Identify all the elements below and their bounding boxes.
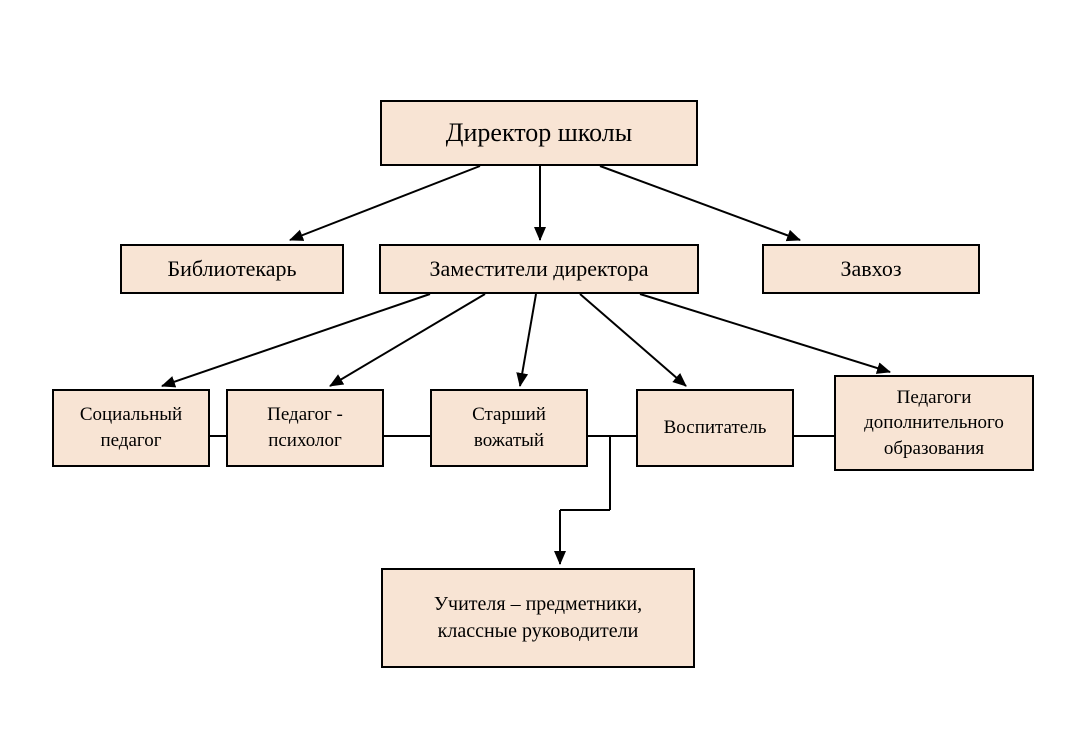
edge-line xyxy=(330,294,485,386)
node-senior-leader: Старший вожатый xyxy=(430,389,588,467)
node-librarian: Библиотекарь xyxy=(120,244,344,294)
node-deputies: Заместители директора xyxy=(379,244,699,294)
node-subject-teachers: Учителя – предметники, классные руководи… xyxy=(381,568,695,668)
node-director: Директор школы xyxy=(380,100,698,166)
node-tutor: Воспитатель xyxy=(636,389,794,467)
edge-line xyxy=(600,166,800,240)
node-manager: Завхоз xyxy=(762,244,980,294)
edge-line xyxy=(290,166,480,240)
edge-line xyxy=(640,294,890,372)
node-social-teacher: Социальный педагог xyxy=(52,389,210,467)
edge-line xyxy=(520,294,536,386)
node-additional-education: Педагоги дополнительного образования xyxy=(834,375,1034,471)
edge-line xyxy=(580,294,686,386)
edge-line xyxy=(162,294,430,386)
node-psychologist: Педагог - психолог xyxy=(226,389,384,467)
